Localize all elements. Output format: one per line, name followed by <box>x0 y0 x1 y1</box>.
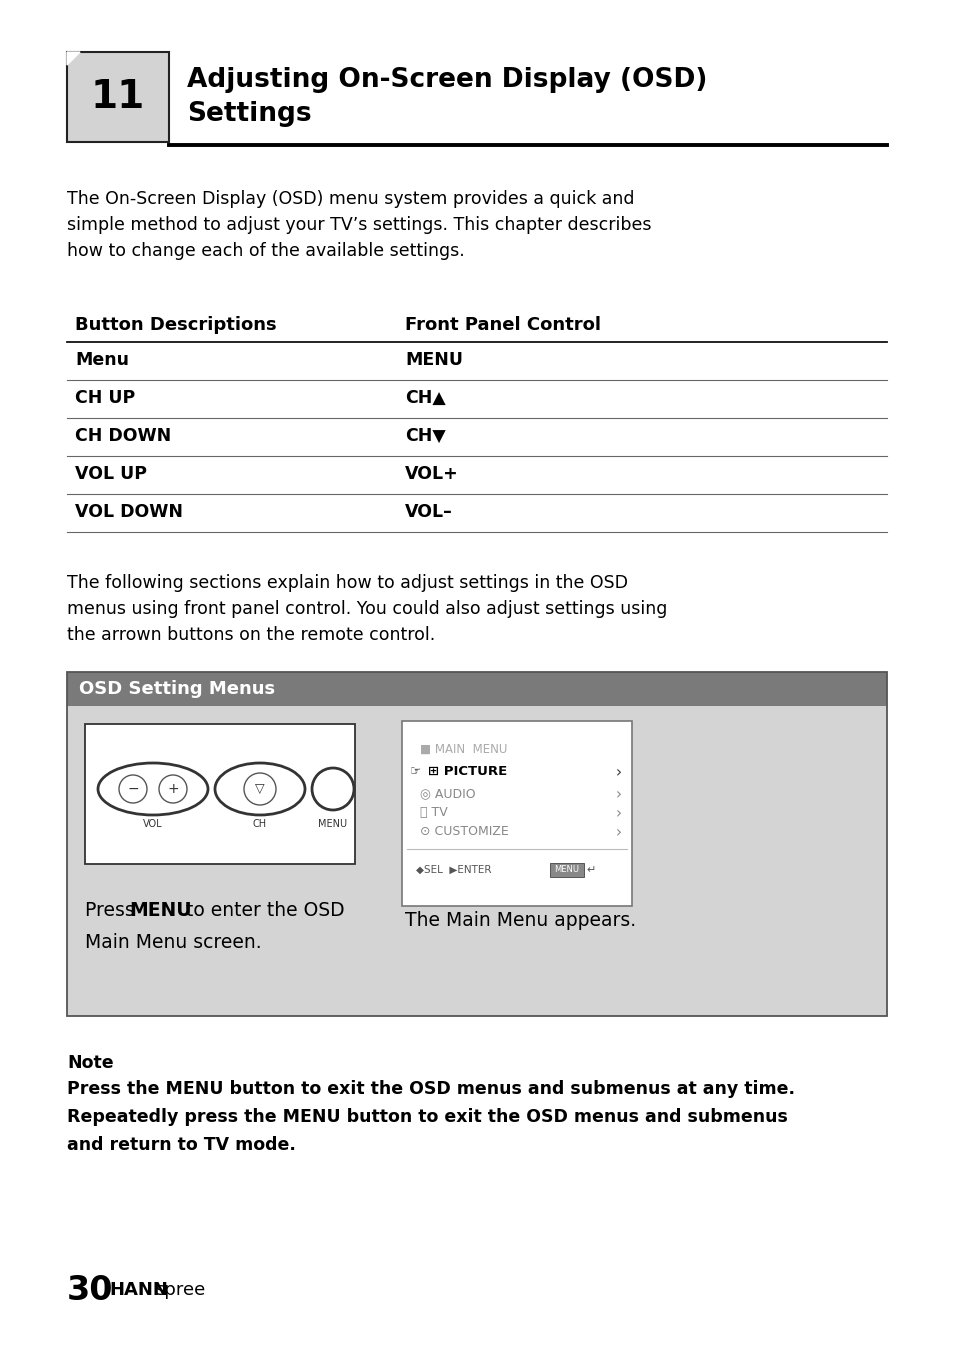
Text: Main Menu screen.: Main Menu screen. <box>85 933 261 952</box>
Text: ›: › <box>616 787 621 802</box>
Text: ⊞ PICTURE: ⊞ PICTURE <box>428 765 507 777</box>
Text: Press: Press <box>85 900 141 919</box>
Text: ↵: ↵ <box>585 865 595 875</box>
Text: Button Descriptions: Button Descriptions <box>75 316 276 334</box>
Text: ⎓ TV: ⎓ TV <box>419 806 447 819</box>
Text: Press the MENU button to exit the OSD menus and submenus at any time.: Press the MENU button to exit the OSD me… <box>67 1080 794 1098</box>
Text: Note: Note <box>67 1055 113 1072</box>
Text: CH: CH <box>253 819 267 829</box>
Text: OSD Setting Menus: OSD Setting Menus <box>79 680 274 698</box>
Text: to enter the OSD: to enter the OSD <box>180 900 344 919</box>
Text: ⊙ CUSTOMIZE: ⊙ CUSTOMIZE <box>419 825 508 838</box>
Text: Front Panel Control: Front Panel Control <box>405 316 600 334</box>
Text: CH DOWN: CH DOWN <box>75 427 172 445</box>
Text: MENU: MENU <box>405 352 462 369</box>
Ellipse shape <box>312 768 354 810</box>
Ellipse shape <box>98 763 208 815</box>
Text: Menu: Menu <box>75 352 129 369</box>
Ellipse shape <box>119 775 147 803</box>
Text: the arrown buttons on the remote control.: the arrown buttons on the remote control… <box>67 626 435 644</box>
Text: VOL–: VOL– <box>405 503 453 521</box>
Bar <box>550 863 583 877</box>
Ellipse shape <box>214 763 305 815</box>
Bar <box>67 672 886 706</box>
Text: +: + <box>167 781 178 796</box>
Text: simple method to adjust your TV’s settings. This chapter describes: simple method to adjust your TV’s settin… <box>67 216 651 234</box>
Text: HANN: HANN <box>109 1280 168 1299</box>
Text: ▽: ▽ <box>254 783 265 795</box>
Text: CH▼: CH▼ <box>405 427 445 445</box>
Text: spree: spree <box>154 1280 205 1299</box>
Text: Repeatedly press the MENU button to exit the OSD menus and submenus: Repeatedly press the MENU button to exit… <box>67 1109 787 1126</box>
Text: −: − <box>127 781 139 796</box>
Text: ›: › <box>616 765 621 780</box>
Text: Adjusting On-Screen Display (OSD): Adjusting On-Screen Display (OSD) <box>187 68 706 93</box>
Text: ■ MAIN  MENU: ■ MAIN MENU <box>419 744 507 756</box>
Text: Settings: Settings <box>187 101 312 127</box>
Text: MENU: MENU <box>318 819 347 829</box>
Text: VOL DOWN: VOL DOWN <box>75 503 183 521</box>
Bar <box>67 706 886 1015</box>
Text: The On-Screen Display (OSD) menu system provides a quick and: The On-Screen Display (OSD) menu system … <box>67 191 634 208</box>
Bar <box>67 51 169 142</box>
Text: CH UP: CH UP <box>75 389 135 407</box>
Polygon shape <box>67 51 80 65</box>
Text: menus using front panel control. You could also adjust settings using: menus using front panel control. You cou… <box>67 600 667 618</box>
Bar <box>401 721 631 906</box>
Text: 30: 30 <box>67 1274 113 1306</box>
Text: CH▲: CH▲ <box>405 389 445 407</box>
Text: ☞: ☞ <box>410 765 421 777</box>
Text: MENU: MENU <box>129 900 192 919</box>
Text: ›: › <box>616 806 621 821</box>
Ellipse shape <box>159 775 187 803</box>
Text: ◆SEL  ▶ENTER: ◆SEL ▶ENTER <box>416 865 491 875</box>
Text: ◎ AUDIO: ◎ AUDIO <box>419 787 476 800</box>
Text: The following sections explain how to adjust settings in the OSD: The following sections explain how to ad… <box>67 575 627 592</box>
Text: The Main Menu appears.: The Main Menu appears. <box>405 911 636 930</box>
Bar <box>67 672 886 1015</box>
Text: ›: › <box>616 825 621 840</box>
Text: VOL+: VOL+ <box>405 465 458 483</box>
Ellipse shape <box>244 773 275 804</box>
Text: 11: 11 <box>91 78 145 116</box>
Text: how to change each of the available settings.: how to change each of the available sett… <box>67 242 464 260</box>
Text: VOL: VOL <box>143 819 163 829</box>
Bar <box>85 725 355 864</box>
Text: VOL UP: VOL UP <box>75 465 147 483</box>
Text: and return to TV mode.: and return to TV mode. <box>67 1136 295 1155</box>
Text: MENU: MENU <box>554 865 578 875</box>
